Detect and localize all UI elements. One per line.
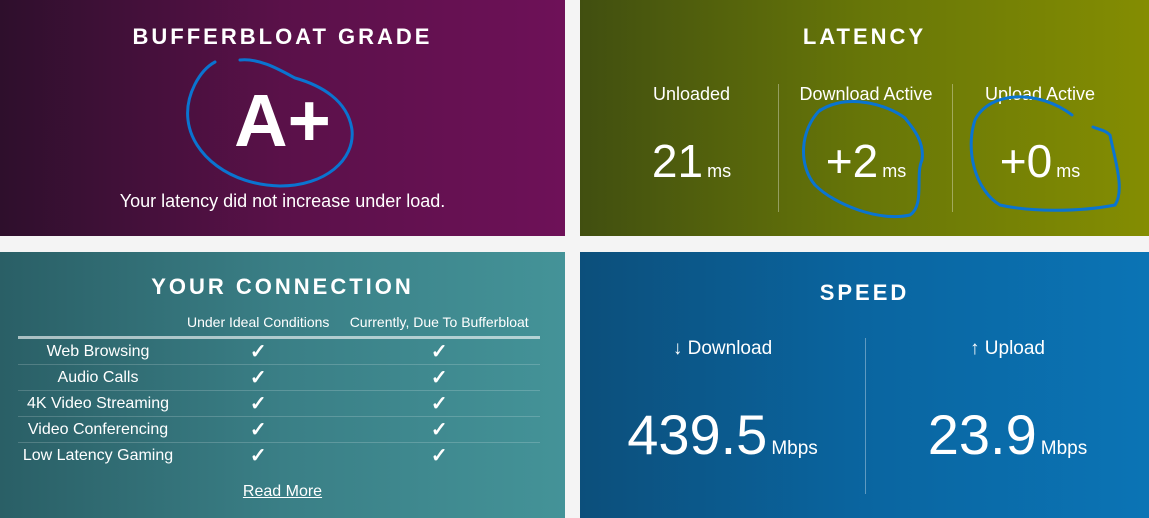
check-icon: ✓ [178, 337, 339, 365]
value: +2 [825, 135, 879, 187]
table-row: Low Latency Gaming ✓ ✓ [18, 443, 540, 469]
check-icon: ✓ [430, 445, 448, 467]
check-icon: ✓ [338, 416, 540, 443]
row-label: Audio Calls [18, 364, 178, 391]
row-label: Video Conferencing [18, 416, 178, 443]
header-blank [18, 314, 178, 339]
latency-unloaded-value: 21 ms [610, 134, 773, 188]
connection-table: Under Ideal Conditions Currently, Due To … [18, 314, 540, 468]
latency-download-value: +2 ms [780, 134, 952, 188]
download-label: ↓ Download [672, 338, 773, 359]
upload-label: ↑ Upload [970, 338, 1045, 359]
check-icon: ✓ [178, 364, 339, 391]
row-label: Low Latency Gaming [22, 446, 174, 464]
divider [952, 84, 953, 212]
table-row: Audio Calls ✓ ✓ [18, 364, 540, 391]
unit: ms [882, 161, 907, 181]
value: 23.9 [927, 403, 1037, 466]
divider [778, 84, 779, 212]
row-label: 4K Video Streaming [18, 390, 178, 417]
upload-value: 23.9 Mbps [866, 402, 1149, 467]
unit: ms [1056, 161, 1081, 181]
header-current: Currently, Due To Bufferbloat [338, 314, 540, 339]
speed-title: SPEED [819, 280, 910, 305]
grade-value: A+ [234, 79, 331, 162]
table-row: Video Conferencing ✓ ✓ [18, 416, 540, 443]
check-icon: ✓ [178, 390, 339, 417]
check-icon: ✓ [249, 445, 267, 467]
unit: Mbps [771, 438, 818, 459]
check-icon: ✓ [178, 416, 339, 443]
value: 439.5 [627, 403, 768, 466]
value: +0 [999, 135, 1053, 187]
divider [865, 338, 866, 494]
connection-title: YOUR CONNECTION [151, 274, 414, 299]
download-value: 439.5 Mbps [580, 402, 865, 467]
header-ideal: Under Ideal Conditions [178, 314, 339, 339]
table-row: 4K Video Streaming ✓ ✓ [18, 390, 540, 417]
unit: Mbps [1040, 438, 1088, 459]
value: 21 [651, 135, 704, 187]
latency-upload-label: Upload Active [984, 84, 1096, 104]
grade-message: Your latency did not increase under load… [119, 191, 446, 211]
read-more-link[interactable]: Read More [242, 483, 323, 500]
bufferbloat-grade-panel: BUFFERBLOAT GRADE A+ Your latency did no… [0, 0, 565, 236]
latency-unloaded-label: Unloaded [652, 84, 731, 104]
check-icon: ✓ [338, 390, 540, 417]
table-row: Web Browsing ✓ ✓ [18, 337, 540, 365]
grade-title: BUFFERBLOAT GRADE [132, 24, 433, 49]
speed-panel: SPEED ↓ Download 439.5 Mbps ↑ Upload 23.9… [580, 252, 1149, 518]
latency-panel: LATENCY Unloaded 21 ms Download Active +2… [580, 0, 1149, 236]
latency-download-label: Download Active [799, 84, 933, 104]
unit: ms [707, 161, 732, 181]
row-label: Web Browsing [18, 337, 178, 365]
latency-upload-value: +0 ms [954, 134, 1126, 188]
latency-title: LATENCY [802, 24, 927, 49]
your-connection-panel: YOUR CONNECTION Under Ideal Conditions Cu… [0, 252, 565, 518]
check-icon: ✓ [338, 364, 540, 391]
check-icon: ✓ [338, 337, 540, 365]
